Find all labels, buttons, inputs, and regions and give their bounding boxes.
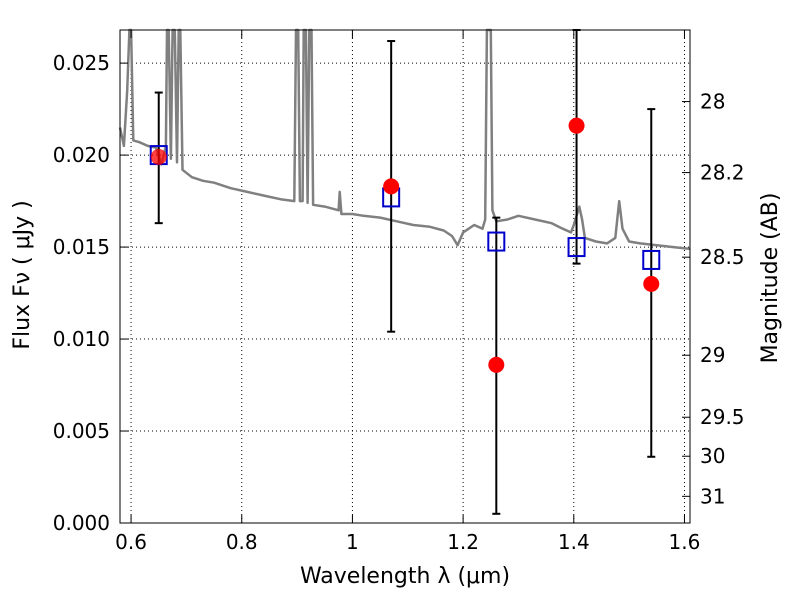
error-bars [154,29,656,515]
x-axis-title: Wavelength λ (μm) [300,564,510,589]
y2-tick-label: 30 [700,444,725,468]
observed-point [150,148,167,165]
x-tick-label: 1.6 [669,530,701,554]
y2-tick-label: 28 [700,90,725,114]
observed-point [643,275,660,292]
y2-tick-label: 28.2 [700,161,745,185]
y-tick-label: 0.015 [53,235,110,259]
model-square [642,249,661,270]
y-tick-label: 0.005 [53,419,110,443]
y-tick-label: 0.000 [53,511,110,535]
y2-axis-title: Magnitude (AB) [758,193,783,364]
model-square [487,231,506,252]
x-tick-label: 1.4 [558,530,590,554]
model-spectrum [118,28,691,251]
observed-flux-points [150,117,660,373]
x-axis-ticks: 0.6 0.8 1 1.2 1.4 1.6 [115,30,700,554]
y2-tick-label: 31 [700,484,725,508]
x-tick-label: 1 [346,530,359,554]
y-axis-title: Flux Fν ( μJy ) [10,200,35,349]
observed-point [568,117,585,134]
y-tick-label: 0.020 [53,143,110,167]
x-tick-label: 0.8 [226,530,258,554]
y2-tick-label: 29.5 [700,405,745,429]
y-tick-label: 0.025 [53,51,110,75]
plot-frame [119,29,691,524]
grid-lines [120,30,690,524]
observed-point [488,356,505,373]
y-axis-ticks: 0.000 0.005 0.010 0.015 0.020 0.025 [53,51,128,535]
y-tick-label: 0.010 [53,327,110,351]
observed-point [383,178,400,195]
model-spectrum-line [118,28,691,251]
model-photometry-squares [149,145,661,270]
x-tick-label: 0.6 [115,530,147,554]
model-square [567,237,586,258]
y2-tick-label: 28.5 [700,245,745,269]
y2-axis-ticks: 28 28.2 28.5 29 29.5 30 31 [682,90,745,508]
y2-tick-label: 29 [700,343,725,367]
x-tick-label: 1.2 [447,530,479,554]
